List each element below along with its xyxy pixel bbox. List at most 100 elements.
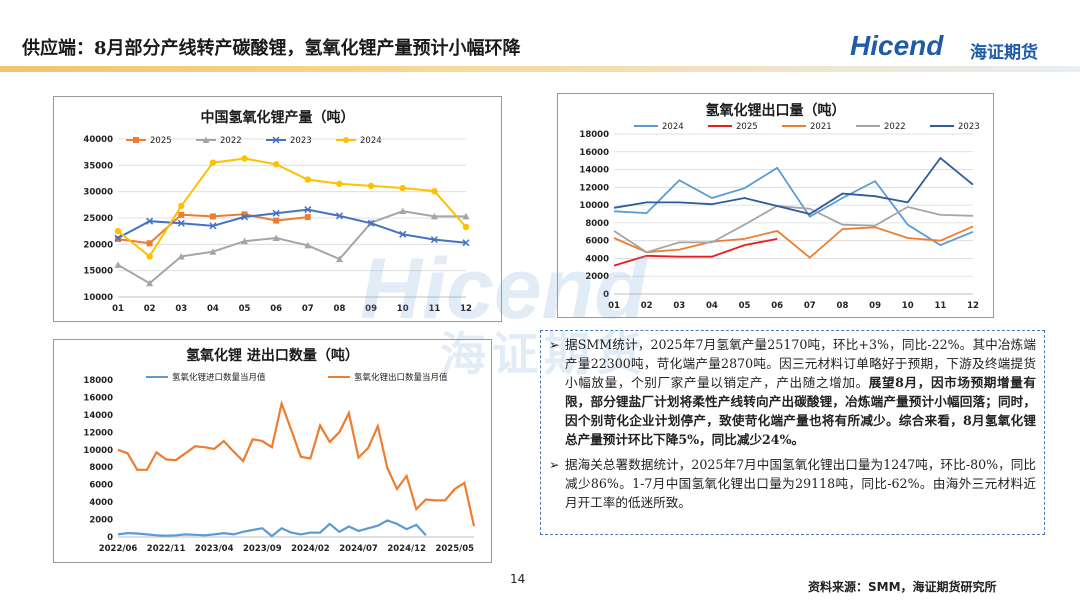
logo-brand: Hicend (850, 30, 944, 61)
y-tick-label: 20000 (83, 240, 113, 250)
chart-title: 氢氧化锂 进出口数量（吨） (186, 348, 359, 364)
y-tick-label: 2000 (585, 272, 609, 282)
x-tick-label: 11 (934, 301, 946, 311)
x-tick-label: 01 (608, 301, 620, 311)
x-tick-label: 2022/11 (147, 544, 186, 554)
y-tick-label: 12000 (83, 428, 113, 438)
legend-label: 2021 (810, 122, 832, 132)
production-chart-svg: 10000 15000 20000 25000 30000 35000 40000 01 02 0… (83, 135, 472, 314)
x-tick-label: 2025/05 (435, 544, 474, 554)
x-tick-label: 12 (967, 301, 979, 311)
legend-label: 氢氧化锂进口数量当月值 (172, 372, 266, 383)
note-text: 据海关总署数据统计，2025年7月中国氢氧化锂出口量为1247吨，环比-80%，… (565, 457, 1036, 510)
data-point (367, 219, 375, 227)
data-point (273, 217, 280, 224)
page-title: 供应端：8月部分产线转产碳酸锂，氢氧化锂产量预计小幅环降 (22, 38, 521, 59)
y-tick-label: 12000 (579, 183, 609, 193)
series-line (613, 156, 974, 215)
data-point (114, 234, 122, 242)
data-point (178, 202, 185, 210)
page-number: 14 (510, 572, 526, 586)
x-tick-label: 2023/04 (195, 544, 234, 554)
legend-label: 氢氧化锂出口数量当月值 (354, 372, 448, 383)
series-line (117, 210, 466, 285)
x-tick-label: 08 (837, 301, 849, 311)
y-tick-label: 4000 (89, 498, 113, 508)
y-tick-label: 0 (107, 533, 113, 543)
data-point (209, 213, 216, 220)
y-tick-label: 4000 (585, 254, 609, 264)
legend-label: 2023 (958, 122, 980, 132)
legend-label: 2023 (290, 136, 312, 146)
y-tick-label: 16000 (579, 148, 609, 158)
x-tick-label: 11 (428, 304, 440, 314)
note-item: ➢ 据SMM统计，2025年7月氢氧产量25170吨，环比+3%，同比-22%。… (549, 335, 1036, 449)
data-point (241, 213, 249, 221)
y-tick-label: 25000 (83, 214, 113, 224)
y-tick-label: 10000 (83, 446, 113, 456)
x-tick-label: 04 (706, 301, 718, 311)
data-point (336, 180, 343, 187)
x-tick-label: 10 (902, 301, 914, 311)
data-point (272, 161, 280, 168)
x-tick-label: 03 (673, 301, 685, 311)
x-tick-label: 03 (175, 304, 187, 314)
data-point (399, 184, 406, 192)
y-tick-label: 2000 (89, 516, 113, 526)
data-point (304, 206, 312, 214)
x-tick-label: 06 (270, 304, 282, 314)
y-tick-label: 6000 (89, 481, 113, 491)
data-point (430, 236, 438, 244)
series-line (613, 238, 778, 267)
y-tick-label: 15000 (83, 267, 113, 277)
bullet-icon: ➢ (549, 337, 560, 352)
data-point (178, 211, 185, 218)
y-tick-label: 8000 (585, 219, 609, 229)
legend-label: 2025 (150, 136, 172, 146)
data-point (241, 211, 248, 218)
x-tick-label: 2024/02 (291, 544, 330, 554)
legend-marker (202, 136, 210, 143)
x-tick-label: 09 (869, 301, 881, 311)
legend-label: 2024 (360, 136, 382, 146)
x-tick-label: 01 (112, 304, 124, 314)
chart-title: 中国氢氧化锂产量（吨） (200, 110, 355, 126)
note-text: 据SMM统计，2025年7月氢氧产量25170吨，环比+3%，同比-22%。其中… (565, 337, 1036, 390)
data-point (272, 209, 280, 217)
data-point (272, 234, 280, 242)
y-tick-label: 6000 (585, 237, 609, 247)
chart-title: 氢氧化锂出口量（吨） (705, 103, 846, 119)
legend-marker (133, 137, 139, 143)
x-tick-label: 2022/06 (99, 544, 138, 554)
x-tick-label: 02 (144, 304, 156, 314)
y-tick-label: 8000 (89, 463, 113, 473)
x-tick-label: 06 (771, 301, 783, 311)
data-point (304, 214, 311, 221)
data-point (462, 212, 470, 220)
legend-label: 2022 (220, 136, 242, 146)
series-line (613, 205, 974, 254)
data-point (177, 252, 185, 260)
data-point (209, 159, 217, 166)
y-tick-label: 0 (603, 290, 609, 300)
x-tick-label: 07 (804, 301, 816, 311)
analysis-notes: ➢ 据SMM统计，2025年7月氢氧产量25170吨，环比+3%，同比-22%。… (540, 330, 1045, 535)
data-point (304, 241, 312, 249)
data-point (146, 279, 154, 287)
data-point (146, 253, 153, 260)
data-point (431, 187, 438, 195)
data-point (462, 239, 470, 247)
y-tick-label: 35000 (83, 161, 113, 171)
series-line (117, 519, 427, 538)
series-line (613, 225, 974, 259)
series-line (117, 399, 476, 527)
export-chart-svg: 0 2000 4000 6000 8000 10000 12000 14000 16000 180… (579, 122, 980, 311)
y-tick-label: 10000 (83, 293, 113, 303)
legend-marker (272, 136, 280, 144)
data-point (304, 176, 312, 183)
data-point (209, 222, 217, 230)
data-point (335, 212, 343, 220)
series-line (117, 157, 467, 258)
x-tick-label: 07 (302, 304, 314, 314)
data-point (146, 217, 154, 225)
